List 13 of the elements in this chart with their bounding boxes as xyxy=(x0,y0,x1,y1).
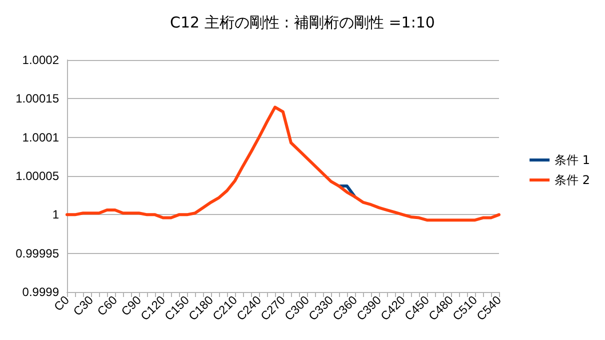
chart-title: C12 主桁の剛性 : 補剛桁の剛性 =1:10 xyxy=(170,14,435,32)
y-tick-label: 1 xyxy=(52,208,60,222)
legend-label: 条件 2 xyxy=(554,173,590,187)
x-tick-label: C30 xyxy=(70,292,96,319)
y-tick-label: 0.9999 xyxy=(22,285,60,299)
y-tick-label: 1.0002 xyxy=(22,53,60,67)
y-tick-label: 1.0001 xyxy=(22,130,60,144)
line-series xyxy=(66,106,500,222)
y-tick-label: 0.99995 xyxy=(16,246,60,260)
y-tick-label: 1.00005 xyxy=(16,169,60,183)
legend-label: 条件 1 xyxy=(554,153,590,167)
y-tick-label: 1.00015 xyxy=(16,92,60,106)
x-tick-label: C60 xyxy=(94,292,120,319)
